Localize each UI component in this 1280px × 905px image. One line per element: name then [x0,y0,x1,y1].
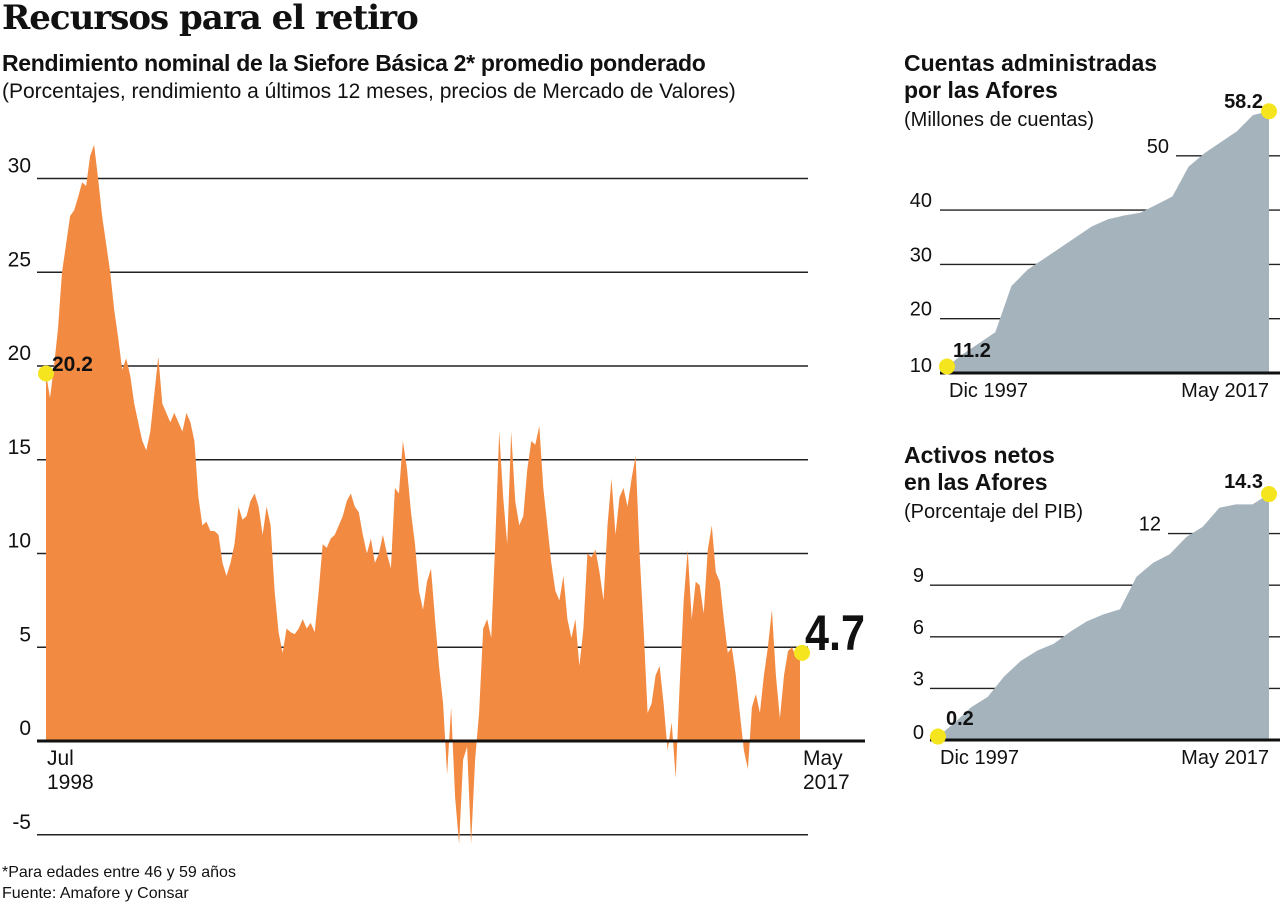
activos-area [938,494,1269,740]
cuentas-chart-subtitle: (Millones de cuentas) [904,109,1095,131]
ytick-label: 12 [1139,514,1161,536]
ytick-label: 6 [913,617,924,639]
start-point-marker [930,728,946,745]
ytick-label: 20 [8,342,31,365]
start-point-marker [939,358,955,375]
cuentas-chart: 10 20 30 40 50 Dic 1997 May 2017 11.2 58.2 [910,91,1280,402]
start-value-label: 20.2 [52,353,93,376]
end-point-marker [1261,486,1277,503]
cuentas-area [947,111,1269,374]
ytick-label: 0 [19,717,31,740]
footnote-block: *Para edades entre 46 y 59 años Fuente: … [2,862,236,904]
ytick-label: 30 [910,244,932,266]
end-point-marker [1261,103,1277,120]
siefore-area [46,144,800,845]
ytick-label: 15 [8,436,31,459]
footnote: *Para edades entre 46 y 59 años [2,864,236,881]
x-start-label-month: Jul [47,747,74,770]
cuentas-title-line-1: Cuentas administradas [904,50,1158,76]
main-chart-subtitle: (Porcentajes, rendimiento a últimos 12 m… [2,80,736,103]
activos-title-line-1: Activos netos [904,442,1055,468]
start-value-label: 11.2 [953,340,991,362]
start-point-marker [38,365,54,382]
x-start-label: Dic 1997 [949,380,1028,402]
x-start-label-year: 1998 [47,771,94,794]
end-value-label: 14.3 [1224,471,1263,493]
x-end-label-year: 2017 [803,771,850,794]
ytick-label: 3 [913,668,924,690]
activos-title-line-2: en las Afores [904,469,1048,495]
activos-chart: 0 3 6 9 12 Dic 1997 May 2017 0.2 14.3 [913,471,1280,769]
page-title: Recursos para el retiro [2,0,419,38]
activos-chart-title: Activos netos en las Afores [904,442,1055,496]
main-chart-title: Rendimiento nominal de la Siefore Básica… [2,50,706,76]
ytick-label: 10 [910,355,932,377]
x-end-label: May 2017 [1181,747,1269,769]
ytick-label: 30 [8,155,31,178]
x-end-label: May 2017 [1181,380,1269,402]
source-note: Fuente: Amafore y Consar [2,885,189,902]
ytick-label: 5 [19,623,31,646]
x-start-label: Dic 1997 [940,747,1019,769]
ytick-label: 9 [913,565,924,587]
end-value-label: 58.2 [1224,91,1263,113]
x-end-label-month: May [803,747,843,770]
activos-chart-subtitle: (Porcentaje del PIB) [904,501,1083,523]
end-point-marker [794,644,810,661]
cuentas-title-line-2: por las Afores [904,77,1058,103]
ytick-label: 50 [1147,136,1169,158]
cuentas-chart-title: Cuentas administradas por las Afores [904,50,1157,104]
start-value-label: 0.2 [946,708,974,730]
ytick-label: -5 [12,811,31,834]
ytick-label: 0 [913,722,924,744]
end-value-label: 4.7 [805,605,865,661]
ytick-label: 10 [8,530,31,553]
ytick-label: 25 [8,248,31,271]
ytick-label: 20 [910,299,932,321]
ytick-label: 40 [910,190,932,212]
